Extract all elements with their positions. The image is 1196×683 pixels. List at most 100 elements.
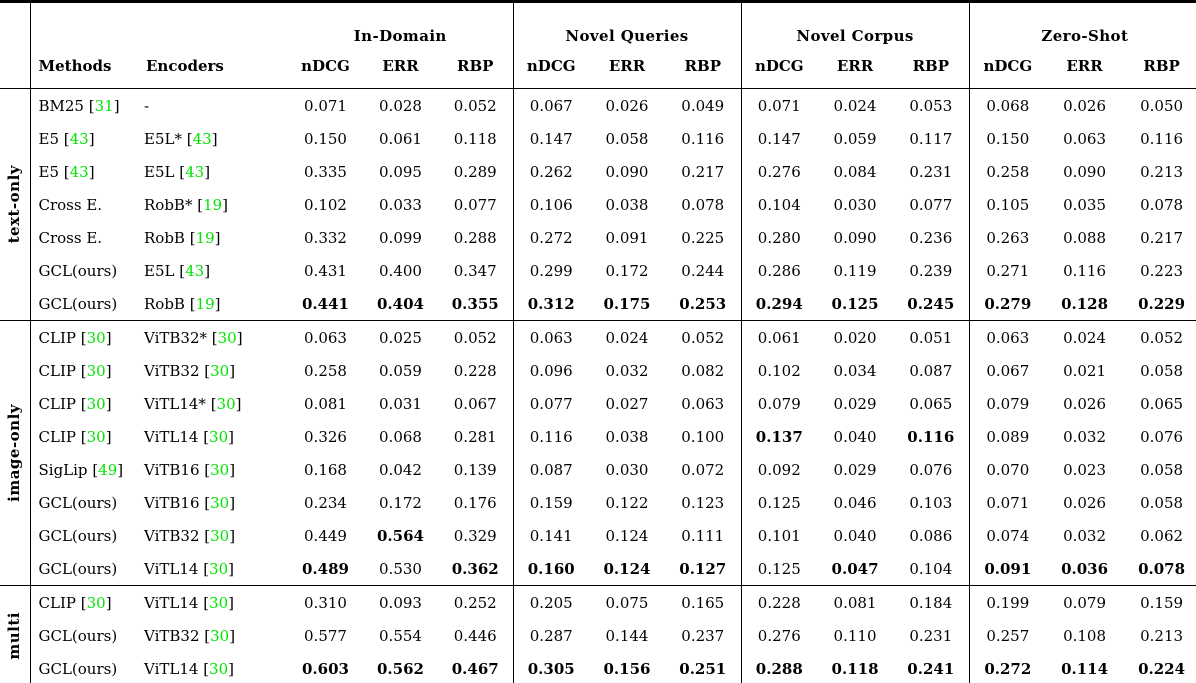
metric-value: 0.294 <box>755 294 803 313</box>
citation-link[interactable]: 43 <box>185 162 205 181</box>
col-zeroshot-ndcg: nDCG <box>969 48 1047 89</box>
metric-value: 0.362 <box>438 552 514 586</box>
metric-value: 0.289 <box>438 155 514 188</box>
metric-value: 0.213 <box>1140 626 1184 645</box>
metric-value: 0.404 <box>377 294 424 313</box>
metric-value: 0.075 <box>589 585 665 619</box>
method-cell: CLIP [30] <box>38 394 112 413</box>
metric-value: 0.087 <box>529 460 573 479</box>
col-novelqueries-rbp: RBP <box>665 48 742 89</box>
citation-link[interactable]: 19 <box>195 228 215 247</box>
metric-value: 0.052 <box>438 320 514 354</box>
metric-value: 0.029 <box>833 394 877 413</box>
metric-value: 0.281 <box>438 420 514 453</box>
citation-link[interactable]: 30 <box>216 394 236 413</box>
method-cell: GCL(ours) <box>30 254 138 287</box>
metric-value: 0.053 <box>893 88 970 122</box>
metric-value: 0.449 <box>304 526 347 545</box>
col-novelcorpus-rbp: RBP <box>893 48 970 89</box>
table-row: SigLip [49] ViTB16 [30] 0.168 0.042 0.139 0.0… <box>0 453 1196 486</box>
citation-link[interactable]: 30 <box>86 593 106 612</box>
encoder-cell: ViTB32 [30] <box>144 626 236 645</box>
metric-value: 0.237 <box>665 619 742 652</box>
encoder-cell-text: ViTB32 <box>144 526 200 545</box>
metric-value: 0.077 <box>438 188 514 221</box>
method-cell: CLIP [30] <box>30 585 138 619</box>
metric-value: 0.063 <box>513 320 589 354</box>
encoder-cell: RobB* [19] <box>144 195 229 214</box>
metric-value: 0.116 <box>529 427 573 446</box>
citation-link[interactable]: 43 <box>69 162 89 181</box>
citation-link[interactable]: 30 <box>210 460 230 479</box>
method-cell: Cross E. <box>30 221 138 254</box>
metric-value: 0.577 <box>304 626 347 645</box>
metric-value: 0.141 <box>529 526 573 545</box>
table-row: GCL(ours) ViTL14 [30] 0.603 0.562 0.467 0.305… <box>0 652 1196 683</box>
metric-value: 0.332 <box>304 228 347 247</box>
citation-link[interactable]: 30 <box>86 328 106 347</box>
metric-value: 0.051 <box>893 320 970 354</box>
table-row: Cross E. RobB [19] 0.332 0.099 0.288 0.272 0.0… <box>0 221 1196 254</box>
citation-link[interactable]: 30 <box>86 394 106 413</box>
metric-value: 0.095 <box>379 162 422 181</box>
metric-value: 0.299 <box>529 261 573 280</box>
metric-value: 0.217 <box>1140 228 1184 247</box>
citation-link[interactable]: 30 <box>209 659 229 678</box>
metric-value: 0.276 <box>757 162 801 181</box>
citation-link[interactable]: 31 <box>94 96 114 115</box>
metric-value: 0.071 <box>304 96 347 115</box>
encoder-cell-text: ViTL14 <box>144 427 199 446</box>
citation-link[interactable]: 30 <box>209 559 229 578</box>
citation-link[interactable]: 30 <box>210 493 230 512</box>
table-row: CLIP [30] ViTL14 [30] 0.326 0.068 0.281 0.116… <box>0 420 1196 453</box>
encoder-cell: ViTB32 [30] <box>144 361 236 380</box>
metric-value: 0.061 <box>379 129 422 148</box>
encoder-cell: E5L [43] <box>144 162 211 181</box>
metric-value: 0.081 <box>817 585 894 619</box>
citation-link[interactable]: 30 <box>209 593 229 612</box>
metric-value: 0.063 <box>288 320 363 354</box>
metric-value: 0.034 <box>833 361 877 380</box>
citation-link[interactable]: 30 <box>86 427 106 446</box>
metric-value: 0.076 <box>1140 427 1184 446</box>
metric-value: 0.160 <box>527 559 575 578</box>
citation-link[interactable]: 30 <box>209 427 229 446</box>
row-group-label-text: text-only <box>5 165 24 244</box>
metric-value: 0.159 <box>1123 585 1196 619</box>
row-group-label-text: image-only <box>5 404 24 502</box>
table-row: text-only BM25 [31] - 0.071 0.028 0.052 0.067 0… <box>0 88 1196 321</box>
metric-value: 0.431 <box>304 261 347 280</box>
citation-link[interactable]: 43 <box>192 129 212 148</box>
table-row: GCL(ours) ViTB16 [30] 0.234 0.172 0.176 0.159… <box>0 486 1196 519</box>
citation-link[interactable]: 30 <box>210 626 230 645</box>
citation-link[interactable]: 30 <box>86 361 106 380</box>
citation-link[interactable]: 43 <box>69 129 89 148</box>
citation-link[interactable]: 30 <box>210 361 230 380</box>
encoder-cell-text: ViTB32 <box>144 626 200 645</box>
metric-value: 0.335 <box>304 162 347 181</box>
metric-value: 0.108 <box>1063 626 1107 645</box>
method-cell-text: GCL(ours) <box>38 559 118 578</box>
citation-link[interactable]: 30 <box>210 526 230 545</box>
metric-value: 0.103 <box>893 486 970 519</box>
metric-value: 0.105 <box>986 195 1030 214</box>
citation-link[interactable]: 19 <box>203 195 223 214</box>
encoder-cell-text: ViTL14* <box>144 394 206 413</box>
citation-link[interactable]: 43 <box>185 261 205 280</box>
metric-value: 0.106 <box>529 195 573 214</box>
metric-value: 0.067 <box>986 361 1030 380</box>
encoder-cell: E5L* [43] <box>144 129 218 148</box>
citation-link[interactable]: 49 <box>98 460 118 479</box>
row-group-label-text: multi <box>5 611 24 660</box>
citation-link[interactable]: 30 <box>217 328 237 347</box>
metric-value: 0.058 <box>1140 460 1184 479</box>
metric-value: 0.086 <box>893 519 970 552</box>
metric-value: 0.159 <box>529 493 573 512</box>
encoder-cell: RobB [19] <box>144 294 221 313</box>
metric-value: 0.024 <box>833 96 877 115</box>
citation-link[interactable]: 19 <box>195 294 215 313</box>
method-cell-text: GCL(ours) <box>38 261 118 280</box>
table-row: E5 [43] E5L* [43] 0.150 0.061 0.118 0.147 0.05… <box>0 122 1196 155</box>
